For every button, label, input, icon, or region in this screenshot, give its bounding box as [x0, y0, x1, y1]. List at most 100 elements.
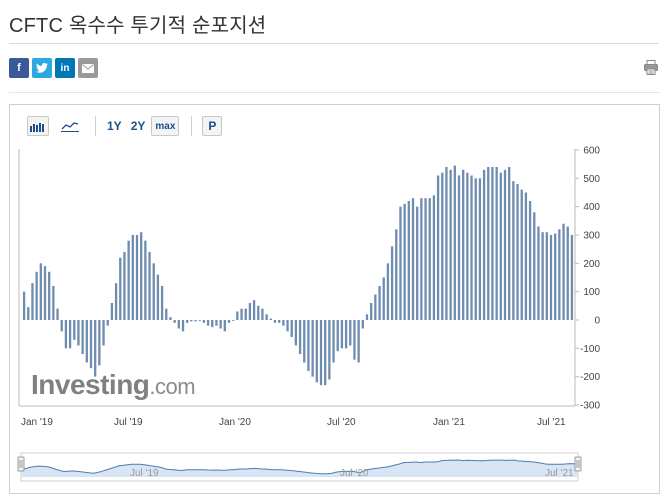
data-bar [89, 320, 93, 369]
data-bar [528, 201, 532, 320]
data-bar [487, 167, 490, 320]
chart-toolbar: 1Y 2Y max P [27, 115, 223, 137]
data-bar [311, 320, 314, 377]
data-bar [319, 320, 323, 386]
x-axis-label: Jul '19 [114, 417, 143, 428]
navigator-right-handle[interactable] [574, 456, 582, 472]
investing-watermark: Investing.com [31, 369, 196, 401]
data-bar [123, 252, 126, 320]
navigator-label: Jul '21 [545, 468, 574, 479]
data-bar [282, 320, 285, 326]
data-bar [294, 320, 298, 346]
navigator-left-handle[interactable] [17, 456, 25, 472]
x-axis-label: Jul '20 [327, 417, 356, 428]
data-bar [227, 320, 231, 323]
data-bar [449, 169, 452, 320]
data-bar [68, 320, 72, 349]
data-bar [190, 320, 193, 322]
toolbar-divider [95, 116, 96, 136]
data-bar [554, 233, 557, 320]
data-bar [31, 283, 34, 320]
line-chart-icon [61, 122, 79, 132]
twitter-share-button[interactable] [32, 58, 52, 78]
facebook-icon: f [17, 62, 21, 74]
data-bar [198, 320, 201, 321]
range-max-button[interactable]: max [151, 116, 180, 136]
twitter-icon [36, 63, 48, 73]
data-bar [470, 175, 473, 320]
data-bar [424, 198, 427, 320]
y-tick-label: 0 [594, 316, 600, 327]
data-bar [520, 189, 523, 320]
y-tick-label: 200 [583, 259, 600, 270]
navigator-label: Jul '19 [130, 468, 159, 479]
data-bar [278, 320, 281, 323]
data-bar [324, 320, 327, 386]
data-bar [457, 175, 461, 320]
bar-chart-button[interactable] [27, 116, 49, 136]
data-bar [106, 320, 109, 326]
data-bar [499, 172, 502, 320]
data-bar [64, 320, 68, 349]
data-bar [416, 206, 419, 320]
data-bar [165, 308, 168, 320]
data-bar [482, 169, 486, 320]
data-bar [378, 286, 381, 320]
data-bar [177, 320, 180, 329]
data-bar [232, 320, 235, 321]
p-button[interactable]: P [202, 116, 223, 136]
data-bar [512, 181, 515, 320]
data-bar [215, 320, 218, 326]
data-bar [248, 303, 252, 320]
data-bar [349, 320, 352, 346]
data-bar [516, 184, 519, 320]
data-bar [436, 175, 440, 320]
navigator-line [20, 459, 579, 475]
data-bar [85, 320, 88, 363]
data-bar [549, 235, 553, 320]
data-bar [303, 320, 306, 363]
bar-chart-icon [30, 122, 44, 132]
data-bar [445, 167, 448, 320]
data-bar [545, 232, 548, 320]
data-bar [524, 192, 528, 320]
data-bar [562, 223, 565, 320]
y-tick-label: -100 [580, 344, 600, 355]
toolbar-divider [191, 116, 193, 136]
data-bar [495, 167, 498, 320]
data-bar [160, 286, 164, 320]
line-chart-button[interactable] [59, 116, 81, 136]
email-share-button[interactable] [78, 58, 98, 78]
data-bar [286, 320, 289, 332]
section-divider [9, 92, 659, 93]
data-bar [353, 320, 356, 360]
data-bar [173, 320, 176, 323]
data-bar [156, 274, 160, 320]
data-bar [223, 320, 226, 332]
y-tick-label: -300 [580, 401, 600, 412]
data-bar [298, 320, 302, 354]
y-tick-label: 400 [583, 202, 600, 213]
data-bar [328, 320, 331, 380]
data-bar [131, 235, 134, 320]
data-bar [43, 266, 47, 320]
data-bar [315, 320, 318, 383]
data-bar [508, 167, 511, 320]
data-bar [211, 320, 214, 328]
data-bar [261, 308, 264, 320]
facebook-share-button[interactable]: f [9, 58, 29, 78]
data-bar [98, 320, 101, 366]
data-bar [273, 320, 277, 323]
data-bar [73, 320, 76, 340]
linkedin-share-button[interactable]: in [55, 58, 75, 78]
data-bar [48, 271, 51, 320]
navigator-area [21, 460, 578, 477]
range-1y-button[interactable]: 1Y [107, 119, 122, 133]
data-bar [127, 240, 130, 320]
range-2y-button[interactable]: 2Y [130, 119, 146, 133]
print-icon[interactable] [644, 60, 658, 75]
data-bar [94, 320, 97, 377]
data-bar [60, 320, 63, 332]
y-tick-label: 500 [583, 174, 600, 185]
data-bar [403, 203, 406, 320]
